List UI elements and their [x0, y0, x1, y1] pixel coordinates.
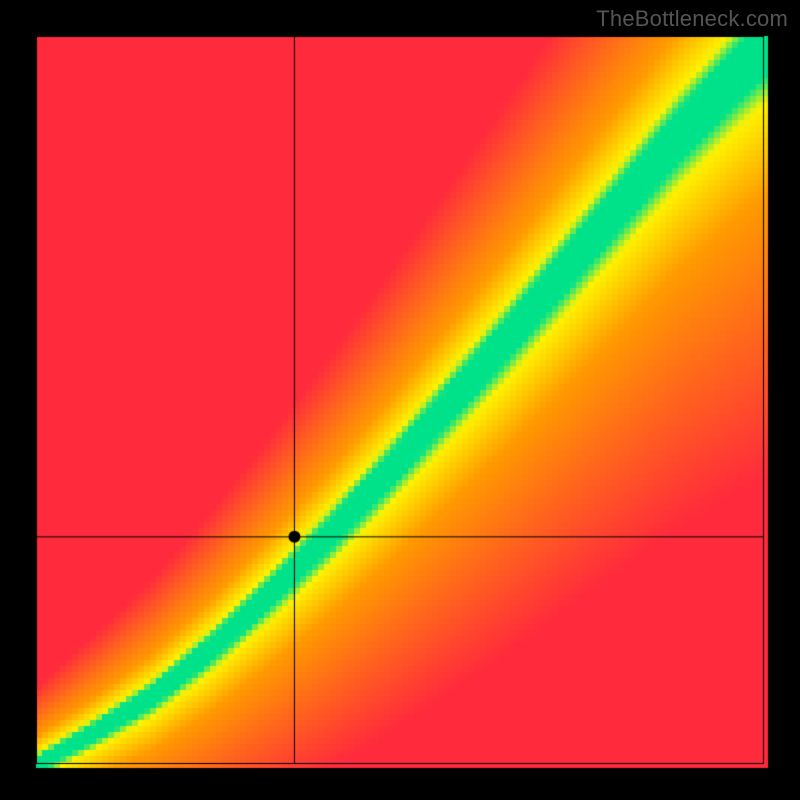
chart-container [0, 0, 800, 800]
watermark-label: TheBottleneck.com [596, 6, 788, 32]
bottleneck-heatmap [0, 0, 800, 800]
